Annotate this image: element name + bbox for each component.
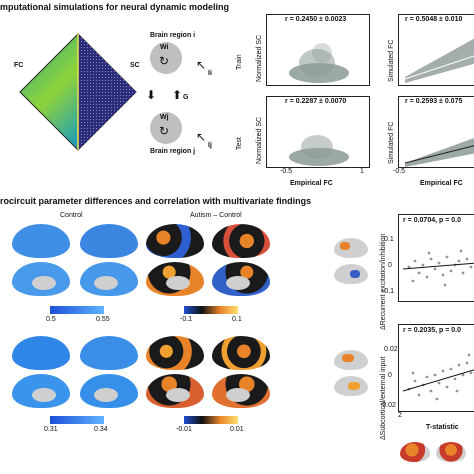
brain-diff-top-medial-right — [212, 262, 270, 296]
test-label: Test — [236, 137, 243, 150]
scatter-test-sc: r = 0.2287 ± 0.0070 — [266, 96, 370, 168]
scatter-train-sc: r = 0.2450 ± 0.0023 — [266, 14, 370, 86]
brain-control-top-medial-right — [80, 262, 138, 296]
input-arrow-icon: ↖ — [196, 130, 207, 144]
recurrent-arrow-icon: ↻ — [159, 124, 170, 138]
region-j-node: Wj ↻ — [150, 112, 182, 144]
ytick-top-2: -0.1 — [382, 288, 395, 295]
inset-brain-bottom-left — [400, 442, 430, 462]
inset-brain-bot-1 — [334, 350, 368, 370]
cbar-top-control-max: 0.55 — [96, 316, 110, 323]
down-arrow-icon: ⬇ — [146, 88, 157, 102]
scatter-points — [289, 135, 349, 166]
ytick-bot-2: -0.02 — [380, 402, 396, 409]
ylabel-corr-bot: ΔSubcortical/external input — [380, 356, 387, 440]
inset-brain-top-2 — [334, 264, 368, 284]
inset-brain-bottom-right — [436, 442, 466, 462]
ylabel-fc-test: Simulated FC — [388, 121, 395, 164]
stat-train-fc: r = 0.5048 ± 0.010 — [405, 16, 463, 23]
brain-control-bot-medial-right — [80, 374, 138, 408]
cbar-bot-diff-max: 0.01 — [230, 426, 244, 433]
region-i-node: Wi ↻ — [150, 42, 182, 74]
w-i-label: Wi — [160, 44, 169, 51]
brain-diff-bot-lateral-left — [146, 336, 204, 370]
scatter-test-fc: r = 0.2593 ± 0.075 — [398, 96, 474, 168]
brain-diff-bot-medial-left — [146, 374, 204, 408]
scatter-corr-top: r = 0.0704, p = 0.0 — [398, 214, 474, 302]
stat-test-sc: r = 0.2287 ± 0.0070 — [285, 98, 347, 105]
ytick-bot-1: 0 — [388, 372, 392, 379]
brain-diff-top-lateral-left — [146, 224, 204, 258]
cbar-bot-diff-min: -0.01 — [176, 426, 192, 433]
i-j-label: Ij — [208, 142, 212, 149]
section-a-title: mputational simulations for neural dynam… — [0, 2, 230, 12]
xtick-max: 1 — [360, 168, 364, 175]
up-arrow-icon: ⬆ — [172, 88, 183, 102]
xlabel-corr: T-statistic — [426, 424, 459, 431]
fc-label: FC — [14, 62, 24, 69]
i-i-label: Ii — [208, 70, 212, 77]
cbar-top-diff-min: -0.1 — [180, 316, 193, 323]
brain-control-bot-lateral-right — [80, 336, 138, 370]
scatter-train-fc: r = 0.5048 ± 0.010 — [398, 14, 474, 86]
stat-test-fc: r = 0.2593 ± 0.075 — [405, 98, 463, 105]
brain-diff-bot-medial-right — [212, 374, 270, 408]
ylabel-sc-train: Normalized SC — [256, 34, 263, 82]
brain-diff-bot-lateral-right — [212, 336, 270, 370]
xlabel-fc: Empirical FC — [420, 180, 463, 187]
stat-corr-top: r = 0.0704, p = 0.0 — [403, 217, 461, 224]
brain-control-top-lateral-left — [12, 224, 70, 258]
autism-control-label: Autism – Control — [190, 212, 242, 219]
colorbar-control-bot — [50, 416, 104, 424]
colorbar-diff-top — [184, 306, 238, 314]
brain-diff-top-lateral-right — [212, 224, 270, 258]
brain-control-top-lateral-right — [80, 224, 138, 258]
brain-control-bot-medial-left — [12, 374, 70, 408]
ylabel-corr-top: ΔRecurrent excitation/inhibition — [380, 233, 387, 330]
inset-brain-bot-2 — [334, 376, 368, 396]
region-j-label: Brain region j — [150, 148, 196, 155]
brain-diff-top-medial-left — [146, 262, 204, 296]
region-i-label: Brain region i — [150, 32, 196, 39]
xtick-corr: 2 — [398, 412, 402, 419]
cbar-bot-control-max: 0.34 — [94, 426, 108, 433]
cbar-top-diff-max: 0.1 — [232, 316, 242, 323]
brain-control-bot-lateral-left — [12, 336, 70, 370]
g-label: G — [183, 94, 189, 101]
inset-brain-top-1 — [334, 238, 368, 258]
xtick-min: -0.5 — [280, 168, 293, 175]
recurrent-arrow-icon: ↻ — [159, 54, 170, 68]
cbar-bot-control-min: 0.31 — [44, 426, 58, 433]
stat-train-sc: r = 0.2450 ± 0.0023 — [285, 16, 347, 23]
colorbar-diff-bot — [184, 416, 238, 424]
scatter-points — [402, 353, 474, 401]
stat-corr-bot: r = 0.2035, p = 0.0 — [403, 327, 461, 334]
scatter-points — [289, 43, 349, 83]
section-b-title: rocircuit parameter differences and corr… — [0, 196, 312, 206]
brain-control-top-medial-left — [12, 262, 70, 296]
ytick-bot-0: 0.02 — [384, 346, 398, 353]
ylabel-sc-test: Normalized SC — [256, 116, 263, 164]
input-arrow-icon: ↖ — [196, 58, 207, 72]
xlabel-sc: Empirical FC — [290, 180, 333, 187]
scatter-points — [404, 38, 474, 83]
train-label: Train — [236, 54, 243, 70]
scatter-points — [402, 249, 474, 287]
scatter-points — [404, 138, 474, 167]
ytick-top-0: 0.1 — [384, 236, 394, 243]
scatter-corr-bot: r = 0.2035, p = 0.0 — [398, 324, 474, 412]
xtick-min-right: -0.5 — [393, 168, 406, 175]
fc-sc-matrix — [18, 32, 138, 152]
control-label: Control — [60, 212, 83, 219]
colorbar-control-top — [50, 306, 104, 314]
w-j-label: Wj — [160, 114, 169, 121]
ytick-top-1: 0 — [388, 262, 392, 269]
sc-label: SC — [130, 62, 140, 69]
cbar-top-control-min: 0.5 — [46, 316, 56, 323]
ylabel-fc-train: Simulated FC — [388, 39, 395, 82]
